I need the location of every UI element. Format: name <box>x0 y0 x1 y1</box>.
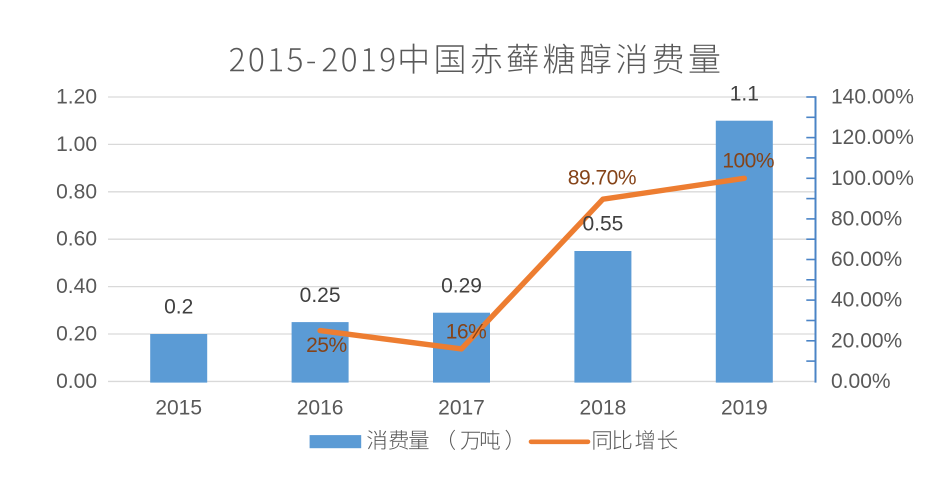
svg-text:0.00%: 0.00% <box>831 370 891 393</box>
svg-text:0.55: 0.55 <box>582 213 623 236</box>
svg-text:0.20: 0.20 <box>56 323 97 346</box>
svg-text:2017: 2017 <box>438 397 485 420</box>
svg-text:0.60: 0.60 <box>56 228 97 251</box>
svg-text:140.00%: 140.00% <box>831 86 914 109</box>
svg-text:0.2: 0.2 <box>164 296 193 319</box>
svg-text:2019: 2019 <box>721 397 768 420</box>
svg-text:2015: 2015 <box>155 397 202 420</box>
svg-text:16%: 16% <box>446 321 487 344</box>
svg-text:1.00: 1.00 <box>56 133 97 156</box>
svg-text:80.00%: 80.00% <box>831 207 902 230</box>
svg-text:100.00%: 100.00% <box>831 167 914 190</box>
svg-text:0.00: 0.00 <box>56 370 97 393</box>
svg-text:89.70%: 89.70% <box>568 167 636 190</box>
svg-text:120.00%: 120.00% <box>831 126 914 149</box>
svg-text:20.00%: 20.00% <box>831 329 902 352</box>
svg-text:40.00%: 40.00% <box>831 289 902 312</box>
svg-text:2016: 2016 <box>297 397 344 420</box>
svg-text:0.80: 0.80 <box>56 180 97 203</box>
svg-text:1.1: 1.1 <box>730 82 759 105</box>
svg-text:0.29: 0.29 <box>441 274 482 297</box>
svg-text:60.00%: 60.00% <box>831 248 902 271</box>
svg-text:1.20: 1.20 <box>56 86 97 109</box>
svg-text:25%: 25% <box>306 334 347 357</box>
svg-text:0.25: 0.25 <box>300 284 341 307</box>
svg-text:2018: 2018 <box>580 397 627 420</box>
svg-text:0.40: 0.40 <box>56 275 97 298</box>
svg-text:100%: 100% <box>722 150 774 173</box>
